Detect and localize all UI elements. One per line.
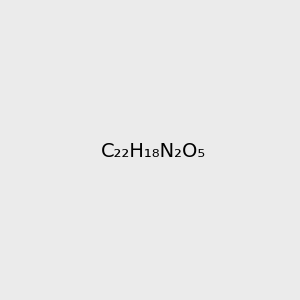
Text: C₂₂H₁₈N₂O₅: C₂₂H₁₈N₂O₅ <box>101 142 206 161</box>
